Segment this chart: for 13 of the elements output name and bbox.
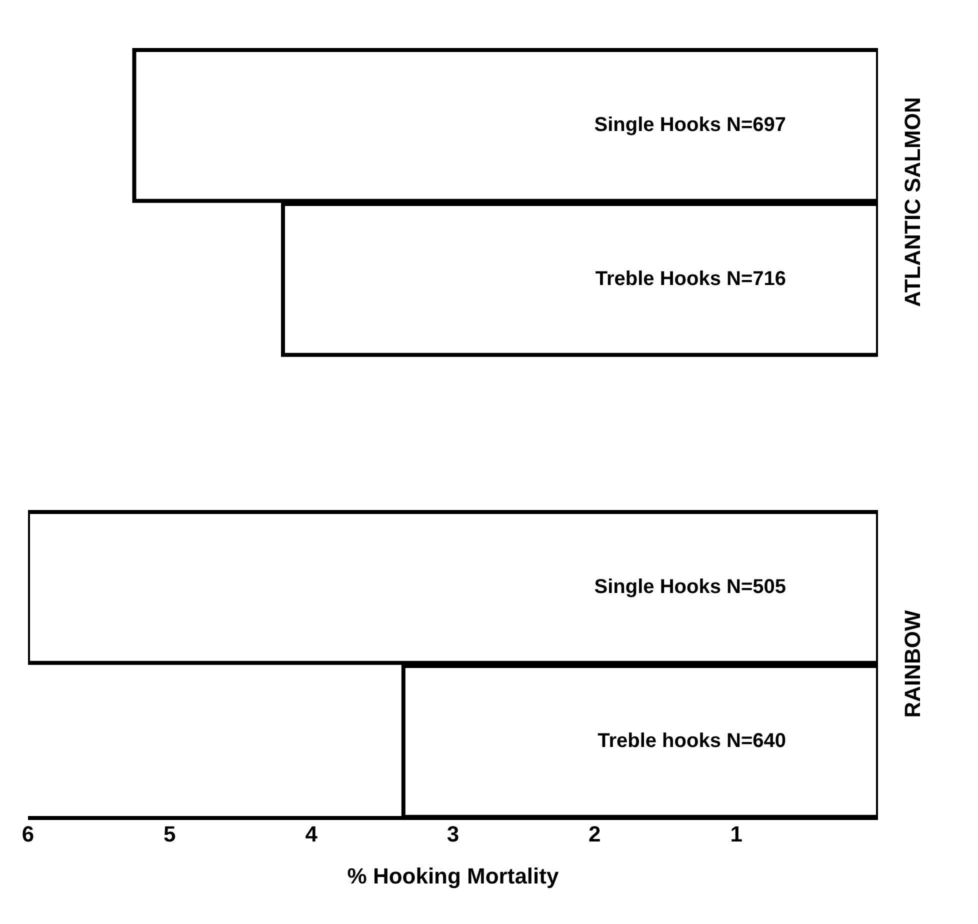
x-tick-label: 2: [588, 822, 601, 847]
x-axis-title: % Hooking Mortality: [347, 864, 560, 889]
x-tick-label: 6: [22, 822, 34, 847]
x-tick-label: 1: [730, 822, 742, 847]
x-tick-label: 3: [446, 822, 460, 847]
y-tick-label: Single Hooks N=505: [594, 576, 786, 598]
y-tick-label: Treble hooks N=640: [598, 730, 786, 752]
text: ATLANTIC SALMON: [900, 97, 926, 307]
y-tick-label: Single Hooks N=697: [594, 114, 786, 136]
x-tick-label: 5: [164, 822, 176, 847]
y-tick-label: Treble Hooks N=716: [595, 268, 786, 290]
text: RAINBOW: [900, 610, 926, 718]
x-tick-label: 4: [305, 822, 318, 847]
